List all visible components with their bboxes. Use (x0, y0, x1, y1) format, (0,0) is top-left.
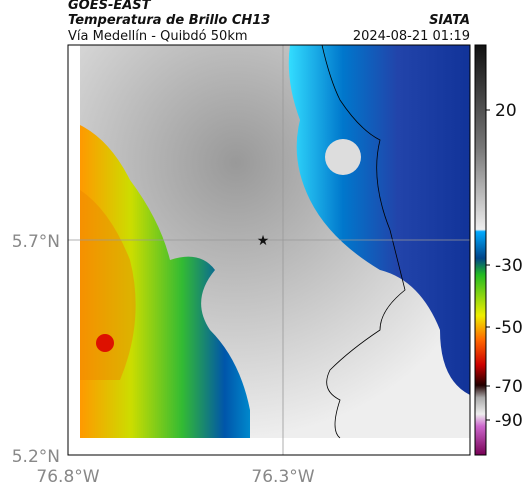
station-star: ★ (257, 233, 270, 249)
agency: SIATA (429, 13, 470, 28)
lat-label: 5.7°N (12, 232, 60, 252)
cloud-core (80, 190, 136, 380)
colorbar-label: 20 (495, 101, 517, 121)
product: GOES-EAST (68, 0, 152, 13)
border (321, 44, 406, 439)
clear-patch (325, 139, 361, 175)
lon-label: 76.8°W (36, 467, 99, 487)
title: Temperatura de Brillo CH13 (68, 13, 270, 28)
colorbar: 20 -30 -50 -70 -90 (474, 44, 523, 456)
colorbar-label: -30 (495, 256, 523, 276)
subtitle: Vía Medellín - Quibdó 50km (68, 29, 248, 44)
colorbar-scale (474, 44, 487, 456)
colorbar-label: -70 (495, 377, 523, 397)
colorbar-label: -90 (495, 411, 523, 431)
lon-label: 76.3°W (251, 467, 314, 487)
colorbar-label: -50 (495, 318, 523, 338)
timestamp: 2024-08-21 01:19 (353, 29, 470, 44)
map-frame (67, 44, 471, 456)
lat-label: 5.2°N (12, 447, 60, 467)
cloud-peak (96, 334, 114, 352)
cloud-east (288, 45, 470, 395)
map: ★ (67, 44, 471, 456)
